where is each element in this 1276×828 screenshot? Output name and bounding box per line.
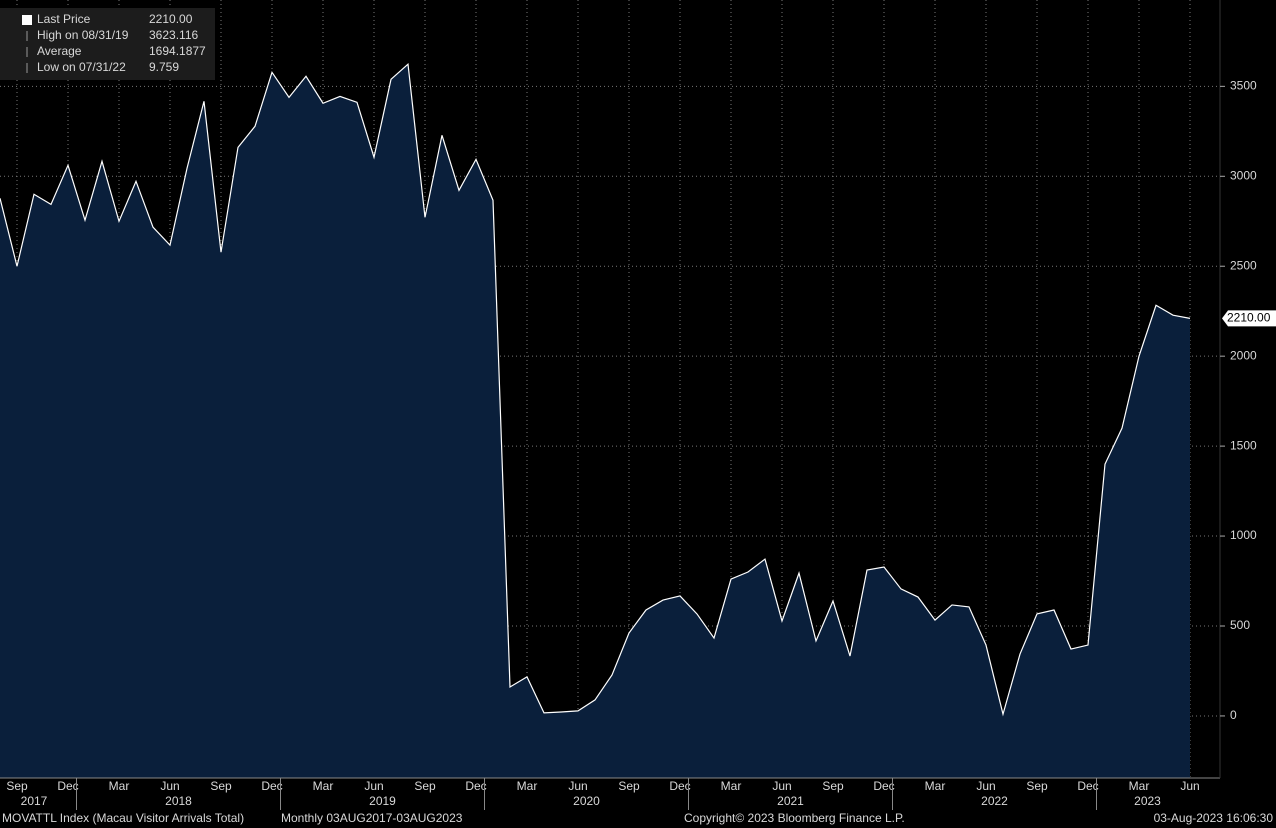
legend-name: Last Price — [37, 12, 91, 26]
last-value-label: 2210.00 — [1227, 311, 1271, 325]
x-tick-label: Dec — [261, 779, 282, 793]
y-tick-label: 500 — [1230, 618, 1250, 632]
y-tick-label: 2000 — [1230, 348, 1257, 362]
x-tick-label: Sep — [1026, 779, 1048, 793]
y-tick-label: 0 — [1230, 708, 1237, 722]
y-tick-label: 3500 — [1230, 79, 1257, 93]
year-label: 2020 — [573, 794, 600, 808]
x-tick-label: Sep — [6, 779, 28, 793]
year-label: 2018 — [165, 794, 192, 808]
x-tick-label: Mar — [517, 779, 538, 793]
x-tick-label: Sep — [414, 779, 436, 793]
legend-box — [0, 8, 215, 80]
x-tick-label: Dec — [57, 779, 78, 793]
plot-area — [0, 0, 1220, 778]
area-line — [0, 62, 1191, 717]
legend-swatch — [22, 15, 32, 25]
legend-value: 9.759 — [149, 60, 179, 74]
legend-value: 2210.00 — [149, 12, 193, 26]
x-tick-label: Jun — [772, 779, 791, 793]
x-tick-label: Jun — [976, 779, 995, 793]
last-value-tag — [1222, 310, 1276, 327]
legend-value: 3623.116 — [149, 28, 198, 42]
legend-value: 1694.1877 — [149, 44, 206, 58]
year-label: 2023 — [1134, 794, 1161, 808]
x-tick-label: Mar — [925, 779, 946, 793]
x-tick-label: Mar — [313, 779, 334, 793]
x-tick-label: Dec — [669, 779, 690, 793]
footer-period: Monthly 03AUG2017-03AUG2023 — [281, 811, 463, 825]
footer-security: MOVATTL Index (Macau Visitor Arrivals To… — [2, 811, 244, 825]
x-tick-label: Jun — [160, 779, 179, 793]
x-tick-label: Jun — [1180, 779, 1199, 793]
x-tick-label: Mar — [1129, 779, 1150, 793]
legend-name: Average — [37, 44, 82, 58]
x-tick-label: Mar — [721, 779, 742, 793]
x-tick-label: Dec — [465, 779, 486, 793]
year-label: 2021 — [777, 794, 804, 808]
x-tick-label: Mar — [109, 779, 130, 793]
x-tick-label: Sep — [618, 779, 640, 793]
x-tick-label: Sep — [822, 779, 844, 793]
x-tick-label: Sep — [210, 779, 232, 793]
y-tick-label: 1000 — [1230, 528, 1257, 542]
year-label: 2017 — [21, 794, 48, 808]
x-tick-label: Jun — [568, 779, 587, 793]
x-tick-label: Dec — [873, 779, 894, 793]
x-tick-label: Dec — [1077, 779, 1098, 793]
legend-name: High on 08/31/19 — [37, 28, 129, 42]
area-fill — [0, 64, 1190, 778]
x-tick-label: Jun — [364, 779, 383, 793]
y-tick-label: 1500 — [1230, 438, 1257, 452]
y-tick-label: 2500 — [1230, 258, 1257, 272]
y-tick-label: 3000 — [1230, 168, 1257, 182]
legend-name: Low on 07/31/22 — [37, 60, 126, 74]
year-label: 2022 — [981, 794, 1008, 808]
footer-copyright: Copyright© 2023 Bloomberg Finance L.P. — [684, 811, 905, 825]
year-label: 2019 — [369, 794, 396, 808]
footer-timestamp: 03-Aug-2023 16:06:30 — [1154, 811, 1274, 825]
